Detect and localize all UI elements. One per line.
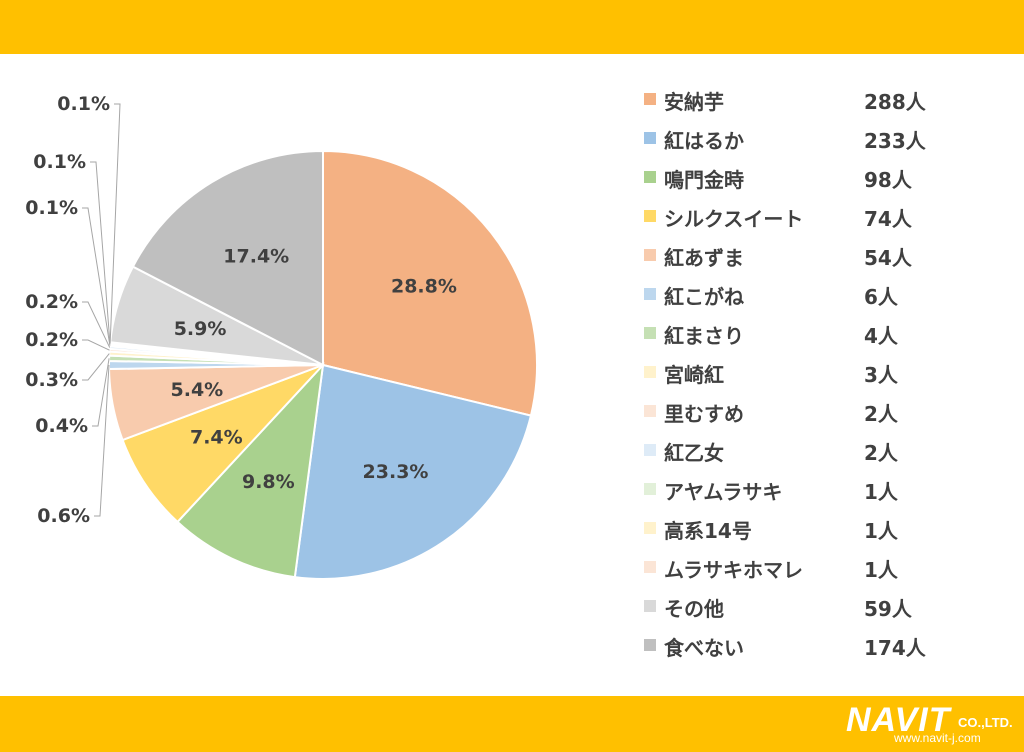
legend-count: 6人 <box>864 285 898 309</box>
legend-count: 1人 <box>864 519 898 543</box>
legend-swatch <box>644 210 656 222</box>
legend-count: 174人 <box>864 636 926 660</box>
legend-swatch <box>644 405 656 417</box>
legend-item: 食べない 174人 <box>644 626 1004 665</box>
legend-swatch <box>644 483 656 495</box>
leader-lines <box>82 103 121 517</box>
legend-swatch <box>644 132 656 144</box>
pie-slice <box>131 149 324 367</box>
legend-count: 2人 <box>864 441 898 465</box>
leader-line <box>94 364 110 517</box>
legend-label: 紅乙女 <box>664 441 724 465</box>
legend-label: 食べない <box>664 636 744 660</box>
legend-swatch <box>644 288 656 300</box>
percent-label: 17.4% <box>223 245 289 267</box>
leader-line <box>82 339 110 351</box>
legend-item: 宮崎紅 3人 <box>644 353 1004 392</box>
brand-logo: NAVIT CO.,LTD. www.navit-j.com <box>846 701 1016 747</box>
legend-count: 288人 <box>864 90 926 114</box>
pie-slice <box>293 363 533 580</box>
legend-swatch <box>644 600 656 612</box>
legend-item: 高系14号 1人 <box>644 509 1004 548</box>
percent-label: 9.8% <box>242 471 295 493</box>
pie-chart: 28.8% 23.3% 9.8% 7.4% 5.4% 0.6% 0.4% 0.3% 0.2% 0.… <box>25 93 538 580</box>
legend-label: ムラサキホマレ <box>664 558 803 582</box>
legend-label: 紅はるか <box>664 129 744 153</box>
percent-label: 0.1% <box>25 197 78 219</box>
legend-label: 安納芋 <box>664 90 724 114</box>
legend-swatch <box>644 366 656 378</box>
legend-label: 紅こがね <box>664 285 744 309</box>
legend-swatch <box>644 327 656 339</box>
percent-label: 0.2% <box>25 291 78 313</box>
leader-line <box>82 207 111 346</box>
legend-count: 3人 <box>864 363 898 387</box>
leader-line <box>90 161 111 345</box>
legend-swatch <box>644 249 656 261</box>
legend-swatch <box>644 522 656 534</box>
legend-item: 紅はるか 233人 <box>644 119 1004 158</box>
legend-swatch <box>644 444 656 456</box>
legend-count: 98人 <box>864 168 912 192</box>
percent-label: 0.3% <box>25 369 78 391</box>
percent-label: 0.6% <box>37 505 90 527</box>
percent-label: 5.9% <box>174 318 227 340</box>
leader-line <box>82 353 110 381</box>
legend-swatch <box>644 171 656 183</box>
legend-item: シルクスイート 74人 <box>644 197 1004 236</box>
percent-label: 0.4% <box>35 415 88 437</box>
percent-label: 0.1% <box>57 93 110 115</box>
percent-label: 23.3% <box>363 461 429 483</box>
legend-item: その他 59人 <box>644 587 1004 626</box>
legend-count: 233人 <box>864 129 926 153</box>
brand-name: NAVIT <box>846 701 951 739</box>
legend-label: 里むすめ <box>664 402 744 426</box>
legend-count: 54人 <box>864 246 912 270</box>
legend-label: 高系14号 <box>664 519 752 543</box>
legend-item: ムラサキホマレ 1人 <box>644 548 1004 587</box>
legend-swatch <box>644 639 656 651</box>
brand-url: www.navit-j.com <box>894 731 981 745</box>
legend-count: 74人 <box>864 207 912 231</box>
leader-line <box>82 301 111 348</box>
pie-slices <box>107 149 538 580</box>
bottom-band <box>0 696 1024 752</box>
legend-count: 1人 <box>864 558 898 582</box>
percent-label: 28.8% <box>391 276 457 298</box>
percent-label: 5.4% <box>171 379 224 401</box>
leader-line <box>92 358 110 427</box>
legend-count: 4人 <box>864 324 898 348</box>
legend-count: 59人 <box>864 597 912 621</box>
legend-count: 1人 <box>864 480 898 504</box>
legend-label: 鳴門金時 <box>664 168 744 192</box>
legend-label: 紅まさり <box>664 324 744 348</box>
legend-item: 紅まさり 4人 <box>644 314 1004 353</box>
legend-item: 安納芋 288人 <box>644 80 1004 119</box>
legend-swatch <box>644 561 656 573</box>
legend-item: 鳴門金時 98人 <box>644 158 1004 197</box>
legend-count: 2人 <box>864 402 898 426</box>
legend-swatch <box>644 93 656 105</box>
legend-label: 紅あずま <box>664 246 744 270</box>
leader-line <box>109 103 121 343</box>
legend-label: その他 <box>664 597 724 621</box>
percent-labels: 28.8% 23.3% 9.8% 7.4% 5.4% 0.6% 0.4% 0.3% 0.2% 0.… <box>25 93 457 527</box>
legend-item: 紅こがね 6人 <box>644 275 1004 314</box>
legend-label: アヤムラサキ <box>664 480 783 504</box>
legend-item: 里むすめ 2人 <box>644 392 1004 431</box>
percent-label: 0.1% <box>33 151 86 173</box>
legend-item: アヤムラサキ 1人 <box>644 470 1004 509</box>
legend-item: 紅乙女 2人 <box>644 431 1004 470</box>
legend-item: 紅あずま 54人 <box>644 236 1004 275</box>
pie-slice <box>176 362 325 579</box>
pie-slice <box>121 364 324 524</box>
brand-suffix: CO.,LTD. <box>958 715 1013 730</box>
percent-label: 0.2% <box>25 329 78 351</box>
top-band <box>0 0 1024 54</box>
percent-label: 7.4% <box>190 427 243 449</box>
pie-slice <box>322 149 538 417</box>
legend-label: 宮崎紅 <box>664 363 724 387</box>
legend-label: シルクスイート <box>664 207 804 231</box>
